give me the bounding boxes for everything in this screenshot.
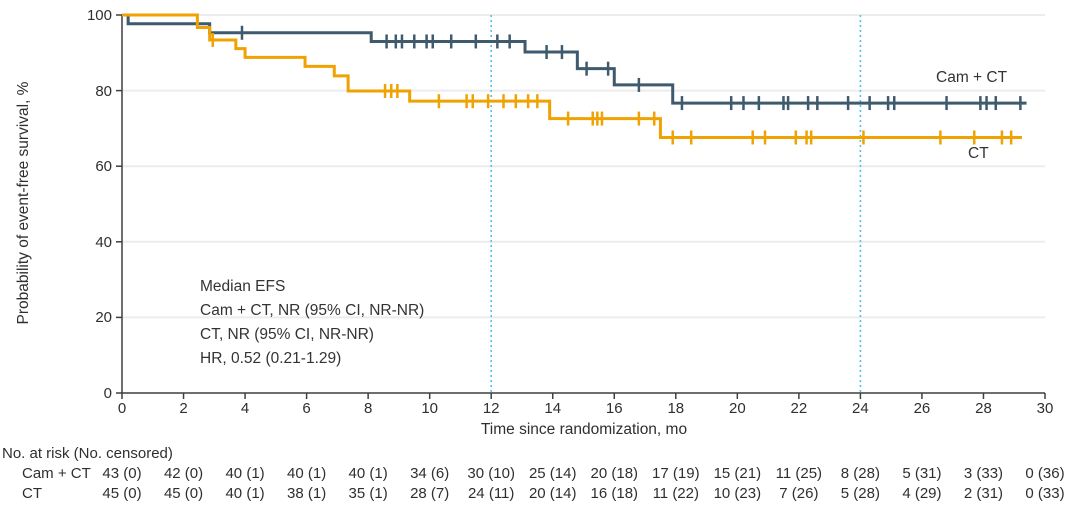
x-tick-label: 0 — [117, 400, 127, 417]
x-tick-label: 30 — [1036, 400, 1054, 417]
curve-label-ct: CT — [968, 145, 989, 162]
risk-cell: 11 (25) — [775, 465, 823, 482]
x-tick-label: 4 — [240, 400, 250, 417]
risk-cell: 0 (36) — [1025, 465, 1065, 482]
risk-cell: 40 (1) — [287, 465, 327, 482]
x-tick-label: 20 — [728, 400, 746, 417]
x-tick-label: 10 — [421, 400, 438, 417]
risk-cell: 11 (22) — [652, 485, 699, 502]
x-axis-title: Time since randomization, mo — [480, 421, 688, 438]
risk-cell: 45 (0) — [163, 485, 204, 502]
x-tick-label: 8 — [363, 400, 373, 417]
risk-cell: 45 (0) — [102, 485, 142, 502]
risk-cell: 25 (14) — [528, 465, 577, 482]
risk-cell: 34 (6) — [410, 465, 450, 482]
risk-cell: 20 (18) — [590, 465, 639, 482]
y-tick-label: 80 — [95, 82, 112, 100]
annotation-line-median-efs: Median EFS — [200, 278, 286, 295]
risk-cell: 7 (26) — [779, 485, 819, 502]
annotation-line-ct: CT, NR (95% CI, NR-NR) — [200, 326, 374, 343]
risk-cell: 30 (10) — [467, 465, 515, 482]
x-tick-label: 12 — [482, 400, 500, 417]
x-tick-label: 6 — [302, 400, 311, 417]
risk-row-label-cam-ct: Cam + CT — [22, 465, 91, 482]
risk-cell: 40 (1) — [348, 465, 388, 482]
x-tick-label: 14 — [544, 400, 562, 417]
y-tick-label: 20 — [95, 309, 112, 327]
y-axis-title: Probability of event-free survival, % — [15, 81, 32, 325]
survival-curve-cam-ct — [122, 13, 1027, 105]
risk-cell: 35 (1) — [348, 485, 388, 502]
risk-cell: 40 (1) — [225, 485, 265, 502]
risk-cell: 40 (1) — [225, 465, 265, 482]
risk-cell: 28 (7) — [410, 485, 450, 502]
survival-curve-ct — [122, 13, 1022, 139]
risk-cell: 42 (0) — [163, 465, 204, 482]
annotation-line-cam-ct: Cam + CT, NR (95% CI, NR-NR) — [200, 302, 425, 319]
risk-cell: 17 (19) — [652, 465, 700, 482]
risk-cell: 16 (18) — [590, 485, 639, 502]
x-tick-label: 22 — [790, 400, 808, 417]
risk-cell: 3 (33) — [963, 465, 1004, 482]
risk-cell: 10 (23) — [713, 485, 762, 502]
x-tick-label: 18 — [667, 400, 685, 417]
annotation-line-hr: HR, 0.52 (0.21-1.29) — [200, 350, 342, 367]
y-tick-label: 40 — [95, 233, 112, 251]
x-tick-label: 28 — [975, 400, 992, 417]
y-tick-label: 60 — [95, 158, 112, 176]
y-tick-label: 100 — [86, 7, 112, 24]
risk-cell: 5 (31) — [902, 465, 942, 482]
risk-cell: 0 (33) — [1025, 485, 1065, 502]
x-tick-label: 2 — [179, 400, 188, 417]
x-tick-label: 16 — [605, 400, 623, 417]
x-tick-label: 24 — [852, 400, 869, 417]
risk-cell: 8 (28) — [840, 465, 880, 482]
risk-cell: 15 (21) — [713, 465, 762, 482]
risk-cell: 38 (1) — [287, 485, 327, 502]
median-efs-annotation: Median EFS Cam + CT, NR (95% CI, NR-NR) … — [200, 275, 424, 371]
risk-cell: 4 (29) — [902, 485, 942, 502]
risk-cell: 43 (0) — [102, 465, 142, 482]
risk-cell: 24 (11) — [467, 485, 515, 502]
curve-label-cam-ct: Cam + CT — [936, 69, 1008, 86]
risk-cell: 5 (28) — [840, 485, 880, 502]
risk-cell: 2 (31) — [963, 485, 1004, 502]
risk-cell: 20 (14) — [528, 485, 577, 502]
risk-table-header: No. at risk (No. censored) — [2, 445, 173, 462]
y-tick-label: 0 — [103, 385, 112, 402]
x-tick-label: 26 — [913, 400, 931, 417]
risk-row-label-ct: CT — [22, 485, 42, 502]
